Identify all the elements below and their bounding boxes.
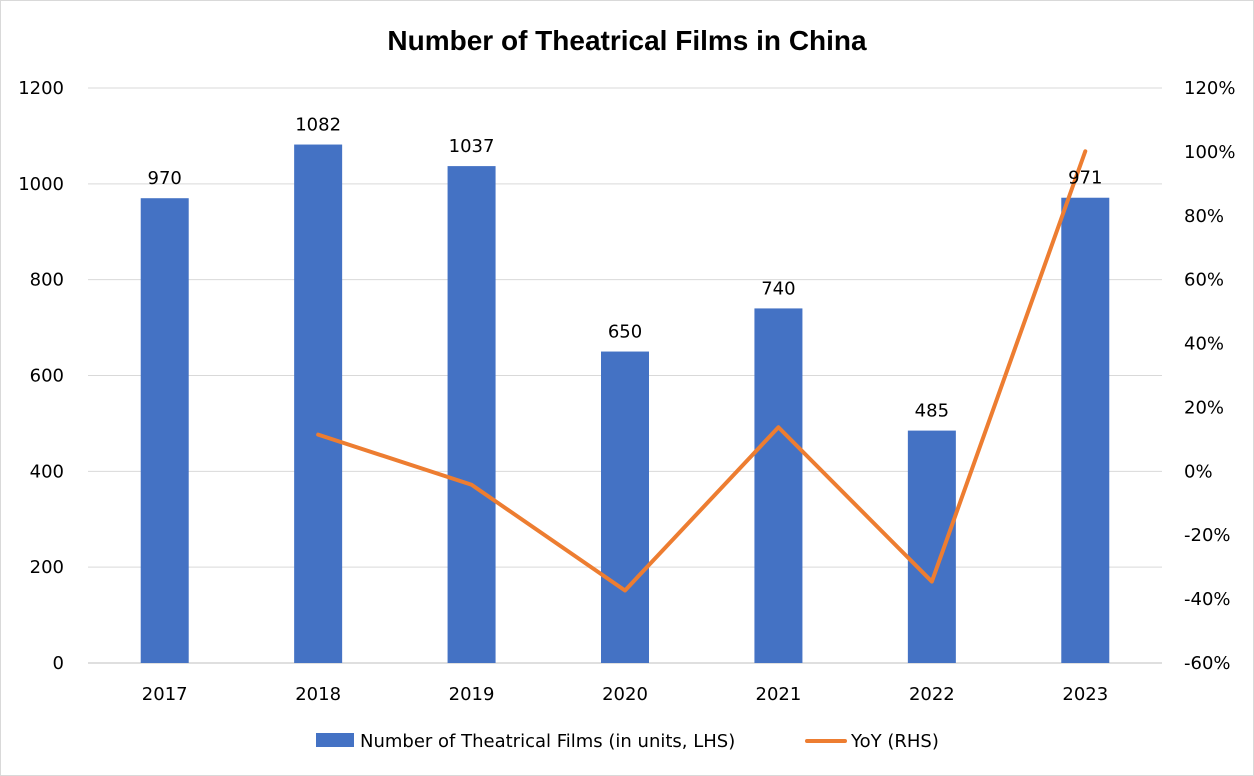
right-tick-label: -20% (1184, 525, 1231, 546)
bar-value-label: 740 (761, 278, 795, 299)
x-tick-label: 2023 (1062, 684, 1108, 705)
x-tick-label: 2020 (602, 684, 648, 705)
left-tick-label: 400 (30, 461, 64, 482)
bar-value-label: 970 (148, 168, 182, 189)
bar (140, 198, 189, 664)
x-tick-label: 2018 (295, 684, 341, 705)
x-tick-label: 2019 (449, 684, 495, 705)
gridlines (88, 87, 1162, 664)
left-tick-label: 600 (30, 366, 64, 387)
right-axis-ticks: -60% -40% -20% 0% 20% 40% 60% 80% 100% 120% (1184, 78, 1235, 674)
right-tick-label: -40% (1184, 589, 1231, 610)
x-tick-label: 2017 (142, 684, 188, 705)
left-tick-label: 1200 (18, 78, 64, 99)
right-tick-label: 20% (1184, 397, 1224, 418)
data-labels: 970 1082 1037 650 740 485 971 (148, 115, 1103, 422)
legend: Number of Theatrical Films (in units, LH… (316, 731, 939, 752)
right-tick-label: 60% (1184, 270, 1224, 291)
legend-label-bars: Number of Theatrical Films (in units, LH… (360, 731, 735, 752)
bar-value-label: 650 (608, 322, 642, 343)
x-tick-label: 2022 (909, 684, 955, 705)
left-tick-label: 1000 (18, 174, 64, 195)
chart-title: Number of Theatrical Films in China (387, 25, 867, 56)
line-series (316, 149, 1088, 593)
x-axis-ticks: 2017 2018 2019 2020 2021 2022 2023 (142, 684, 1108, 705)
bar (447, 166, 496, 663)
yoy-line (316, 149, 1088, 593)
legend-swatch-bars (316, 733, 354, 747)
bar (907, 430, 956, 663)
bar-value-label: 1037 (449, 136, 495, 157)
right-tick-label: 80% (1184, 206, 1224, 227)
bar-value-label: 485 (915, 401, 949, 422)
right-tick-label: 0% (1184, 461, 1213, 482)
right-tick-label: 40% (1184, 334, 1224, 355)
legend-label-line: YoY (RHS) (850, 731, 939, 752)
bar-value-label: 971 (1068, 168, 1102, 189)
bar (294, 144, 343, 663)
left-axis-ticks: 0 200 400 600 800 1000 1200 (18, 78, 64, 674)
bar-value-label: 1082 (295, 115, 341, 136)
bar (1061, 197, 1110, 663)
left-tick-label: 0 (53, 653, 64, 674)
left-tick-label: 800 (30, 270, 64, 291)
right-tick-label: 120% (1184, 78, 1235, 99)
bar-series (140, 144, 1110, 664)
bar (754, 308, 803, 663)
bar (601, 351, 649, 663)
x-tick-label: 2021 (756, 684, 802, 705)
left-tick-label: 200 (30, 557, 64, 578)
right-tick-label: 100% (1184, 142, 1235, 163)
right-tick-label: -60% (1184, 653, 1231, 674)
